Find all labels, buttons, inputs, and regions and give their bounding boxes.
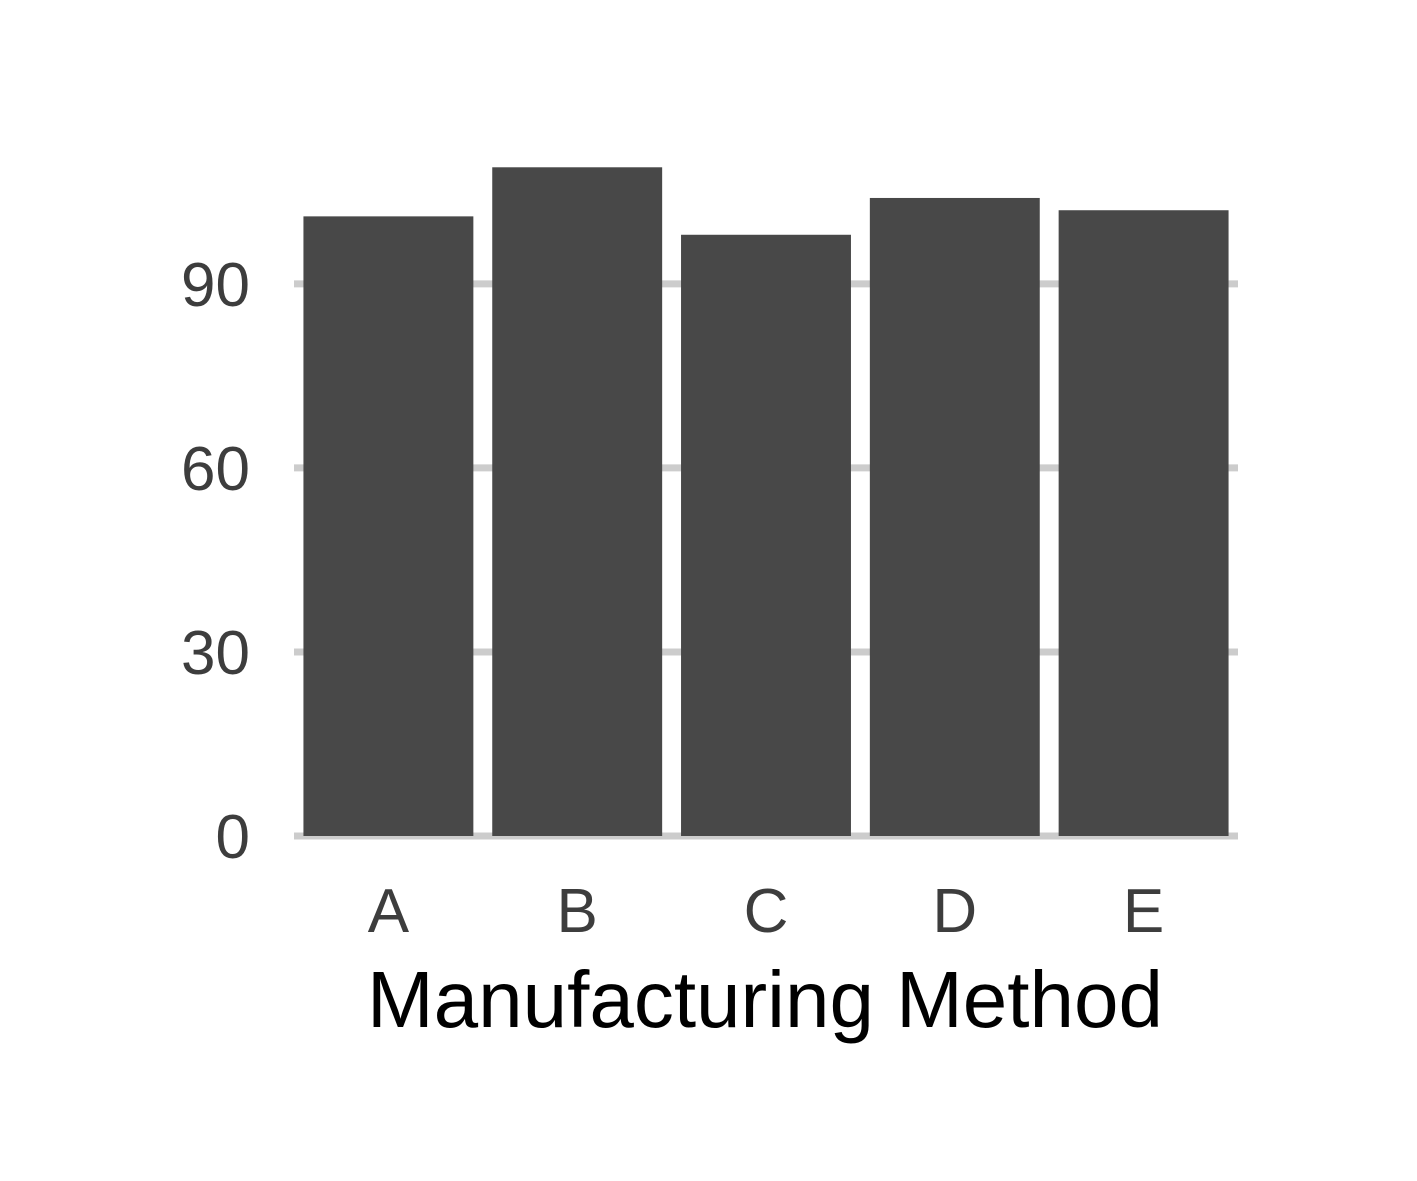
y-tick-label: 0 bbox=[216, 803, 250, 872]
x-tick-label: E bbox=[1123, 877, 1164, 946]
bar-A bbox=[303, 216, 474, 837]
x-axis-title: Manufacturing Method bbox=[367, 955, 1163, 1044]
x-tick-label: D bbox=[932, 877, 977, 946]
y-tick-label: 30 bbox=[181, 619, 250, 688]
x-tick-labels: A B C D E bbox=[368, 877, 1165, 946]
y-tick-labels: 0 30 60 90 bbox=[181, 251, 250, 872]
bars bbox=[303, 167, 1229, 837]
x-tick-label: C bbox=[744, 877, 789, 946]
x-tick-label: A bbox=[368, 877, 410, 946]
y-tick-label: 90 bbox=[181, 251, 250, 320]
x-tick-label: B bbox=[557, 877, 598, 946]
bar-B bbox=[492, 167, 663, 836]
bar-E bbox=[1058, 210, 1229, 837]
bar-D bbox=[869, 197, 1040, 836]
y-tick-label: 60 bbox=[181, 435, 250, 504]
bar-C bbox=[681, 234, 851, 836]
